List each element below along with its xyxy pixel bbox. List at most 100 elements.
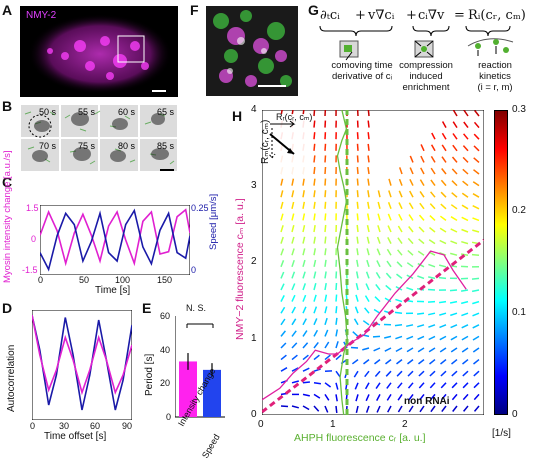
d-xtick: 30 — [59, 421, 69, 431]
vector-arrow — [409, 383, 414, 388]
panel-label-h: H — [232, 108, 242, 124]
vector-arrow — [463, 371, 468, 376]
vector-arrow — [452, 371, 457, 376]
h-ytick: 2 — [251, 256, 257, 267]
vector-arrow — [292, 190, 294, 197]
vector-arrow — [368, 110, 369, 116]
h-ytick: 3 — [251, 180, 257, 191]
vector-arrow — [356, 307, 359, 314]
vector-arrow — [303, 260, 305, 267]
vector-arrow — [451, 348, 457, 352]
vector-arrow — [397, 371, 402, 376]
equation-term: ∂ₜcᵢ — [320, 8, 340, 23]
colorbar-tick: 0.2 — [512, 205, 526, 216]
vector-arrow — [452, 193, 457, 198]
vector-arrow — [452, 360, 458, 364]
d-xtick: 60 — [90, 421, 100, 431]
vector-arrow — [388, 226, 391, 232]
legend-rr: Rᵣ(cᵣ, cₘ) — [276, 112, 312, 123]
vector-arrow — [386, 273, 391, 278]
vector-arrow — [408, 251, 413, 256]
vector-arrow — [453, 157, 458, 162]
vector-arrow — [368, 156, 369, 163]
vector-arrow — [292, 331, 296, 337]
vector-arrow — [387, 261, 391, 267]
vector-arrow — [464, 134, 468, 139]
vector-arrow — [419, 383, 424, 388]
vector-arrow — [375, 297, 380, 302]
vector-arrow — [314, 369, 321, 371]
vector-arrow — [292, 237, 294, 244]
h-vector-field — [281, 110, 479, 413]
vector-arrow — [441, 204, 446, 209]
vector-arrow — [292, 249, 294, 256]
vector-arrow — [325, 225, 326, 232]
vector-arrow — [367, 237, 369, 244]
vector-arrow — [377, 394, 380, 400]
vector-arrow — [464, 110, 468, 116]
c-xtick: 0 — [38, 275, 43, 285]
equation-equals: = — [454, 8, 465, 23]
vector-arrow — [474, 134, 479, 139]
vector-arrow — [292, 295, 295, 301]
vector-arrow — [292, 343, 297, 348]
vector-arrow — [439, 302, 446, 303]
vector-arrow — [398, 383, 402, 388]
vector-arrow — [355, 319, 359, 325]
c-ytick-right: 0 — [191, 265, 196, 275]
vector-arrow — [452, 169, 457, 174]
vector-arrow — [463, 394, 468, 399]
vector-arrow — [325, 394, 329, 400]
vector-arrow — [417, 325, 424, 327]
vector-arrow — [373, 336, 380, 337]
vector-arrow — [368, 225, 370, 232]
vector-arrow — [314, 110, 315, 116]
vector-arrow — [376, 383, 380, 389]
nmy2-label: NMY-2 — [26, 10, 56, 21]
c-ytick: -1.5 — [22, 265, 38, 275]
vector-arrow — [395, 336, 402, 338]
vector-arrow — [418, 251, 424, 255]
vector-arrow — [292, 284, 295, 291]
vector-arrow — [376, 272, 380, 278]
vector-arrow — [325, 155, 326, 162]
vector-arrow — [303, 406, 309, 410]
vector-arrow — [314, 394, 320, 398]
vector-arrow — [366, 296, 370, 302]
vector-arrow — [428, 264, 435, 266]
equation-plus: + — [406, 8, 417, 23]
vector-arrow — [473, 218, 480, 221]
vector-arrow — [325, 144, 326, 151]
vector-arrow — [406, 325, 413, 327]
vector-arrow — [442, 157, 446, 163]
vector-arrow — [420, 203, 424, 209]
vector-arrow — [377, 261, 380, 267]
vector-arrow — [399, 191, 402, 197]
vector-arrow — [336, 406, 337, 413]
vector-arrow — [357, 190, 358, 197]
vector-arrow — [453, 122, 457, 128]
vector-arrow — [428, 277, 435, 279]
vector-arrow — [292, 381, 299, 383]
vector-arrow — [451, 229, 457, 232]
vector-arrow — [314, 272, 316, 279]
vector-arrow — [314, 121, 315, 128]
vector-arrow — [325, 202, 326, 209]
vector-arrow — [364, 360, 370, 364]
d-ylabel: Autocorrelation — [6, 345, 17, 412]
vector-arrow — [439, 278, 446, 279]
equation-plus: + — [355, 8, 366, 23]
e-ytick: 60 — [160, 311, 170, 321]
vector-arrow — [388, 237, 391, 243]
vector-arrow — [398, 394, 402, 400]
vector-arrow — [472, 230, 479, 232]
h-trajectory-pink — [262, 251, 466, 400]
vector-arrow — [463, 169, 468, 174]
vector-arrow — [378, 202, 380, 209]
vector-arrow — [351, 348, 358, 349]
vector-arrow — [374, 348, 380, 351]
vector-arrow — [303, 394, 310, 396]
vector-arrow — [356, 295, 358, 302]
vector-arrow — [368, 132, 369, 139]
panel-label-b: B — [2, 98, 12, 114]
